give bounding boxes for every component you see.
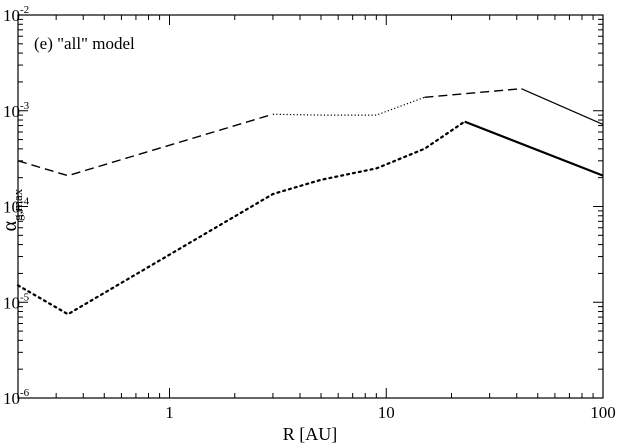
x-tick-label: 100 <box>590 403 616 422</box>
series-layer <box>16 87 604 316</box>
series-line-dotted-thin <box>272 96 425 116</box>
x-tick-label: 1 <box>165 403 174 422</box>
y-axis-title: αg,max <box>0 188 25 231</box>
y-tick-label: 10-4 <box>3 196 30 217</box>
plot-frame <box>17 14 604 399</box>
series-line-dotted-bold <box>16 120 466 316</box>
series-line-dashed <box>424 87 522 99</box>
ticks-layer <box>17 14 604 399</box>
y-tick-label: 10-5 <box>3 291 30 312</box>
x-axis-title: R [AU] <box>283 424 338 443</box>
y-tick-label: 10-6 <box>3 387 30 408</box>
series-line-dashed <box>17 113 274 177</box>
x-tick-label: 10 <box>378 403 395 422</box>
labels-layer: 1 10 100 10-6 10-5 10-4 10-3 10-2 <box>3 4 616 422</box>
y-axis-title-base: α <box>0 220 21 231</box>
series-line-solid-bold <box>464 120 604 177</box>
y-axis-title-subscript: g,max <box>10 188 25 221</box>
y-tick-label: 10-2 <box>3 4 29 25</box>
panel-annotation: (e) "all" model <box>34 34 135 53</box>
y-tick-label: 10-3 <box>3 100 30 121</box>
series-line-solid <box>521 88 604 125</box>
